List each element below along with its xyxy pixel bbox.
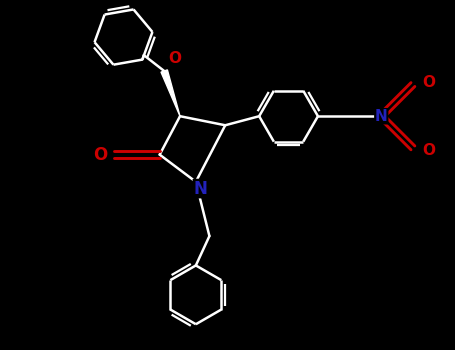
Text: N: N	[375, 109, 388, 124]
Text: O: O	[422, 143, 435, 158]
Text: N: N	[193, 180, 207, 197]
Text: O: O	[422, 75, 435, 90]
Text: O: O	[93, 146, 108, 164]
Polygon shape	[161, 70, 180, 116]
Text: O: O	[169, 51, 182, 66]
